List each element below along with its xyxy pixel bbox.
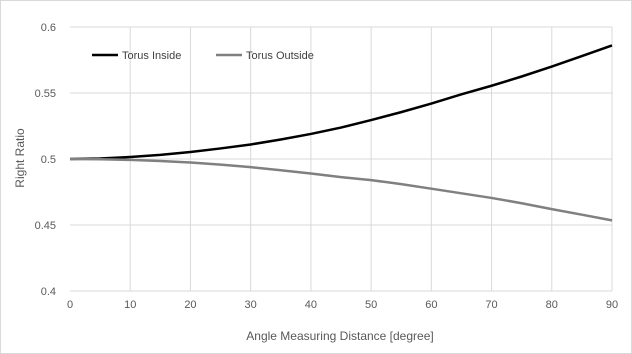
- legend-label-torus-inside: Torus Inside: [122, 50, 181, 62]
- legend-label-torus-outside: Torus Outside: [246, 50, 314, 62]
- x-tick-label: 30: [245, 299, 257, 311]
- x-tick-label: 20: [184, 299, 196, 311]
- series-line-torus-outside: [69, 157, 613, 222]
- gridlines: [70, 26, 613, 292]
- x-tick-label: 10: [124, 299, 136, 311]
- x-tick-label: 80: [546, 299, 558, 311]
- x-axis-ticks: 0 10 20 30 40 50 60 70 80 90: [67, 299, 618, 311]
- x-tick-label: 40: [305, 299, 317, 311]
- y-tick-label: 0.45: [35, 220, 56, 232]
- x-axis-title: Angle Measuring Distance [degree]: [246, 329, 433, 343]
- y-tick-label: 0.5: [41, 154, 56, 166]
- series-layer: [69, 44, 613, 222]
- y-tick-label: 0.55: [35, 88, 56, 100]
- y-tick-label: 0.6: [41, 22, 56, 34]
- x-tick-label: 0: [67, 299, 73, 311]
- y-axis-ticks: 0.4 0.45 0.5 0.55 0.6: [35, 22, 56, 298]
- x-tick-label: 50: [365, 299, 377, 311]
- y-tick-label: 0.4: [41, 286, 56, 298]
- x-tick-label: 90: [606, 299, 618, 311]
- legend: Torus Inside Torus Outside: [92, 50, 314, 62]
- series-line-torus-inside: [69, 44, 613, 161]
- y-axis-title: Right Ratio: [13, 128, 27, 188]
- x-tick-label: 60: [425, 299, 437, 311]
- x-tick-label: 70: [485, 299, 497, 311]
